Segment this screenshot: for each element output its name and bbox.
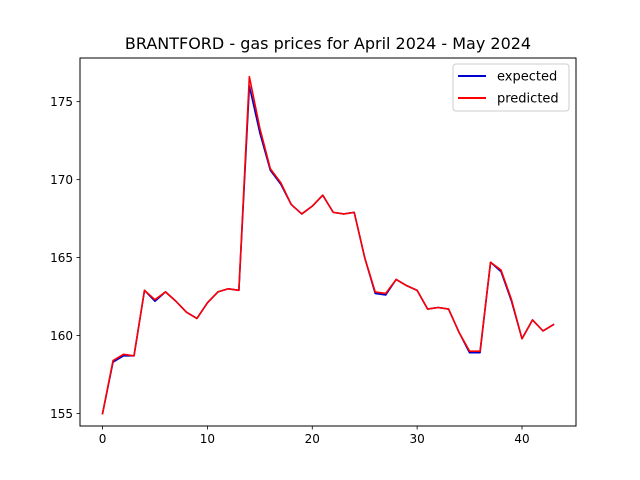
y-tick-label: 170	[50, 173, 73, 187]
x-tick-label: 10	[200, 432, 215, 446]
y-tick-label: 160	[50, 329, 73, 343]
x-tick-label: 30	[409, 432, 424, 446]
legend-label-expected: expected	[497, 70, 557, 85]
series-layer	[101, 75, 555, 415]
series-line-predicted	[101, 75, 555, 415]
plot-frame	[79, 57, 577, 427]
chart-title: BRANTFORD - gas prices for April 2024 - …	[125, 34, 531, 53]
y-tick-label: 165	[50, 251, 73, 265]
legend: expected predicted	[452, 63, 570, 112]
x-axis: 0 10 20 30 40	[99, 426, 530, 446]
legend-label-predicted: predicted	[497, 92, 559, 107]
x-tick-label: 40	[514, 432, 529, 446]
x-tick-label: 20	[305, 432, 320, 446]
x-tick-label: 0	[99, 432, 107, 446]
y-axis: 155 160 165 170 175	[50, 95, 80, 421]
y-tick-label: 155	[50, 407, 73, 421]
y-tick-label: 175	[50, 95, 73, 109]
